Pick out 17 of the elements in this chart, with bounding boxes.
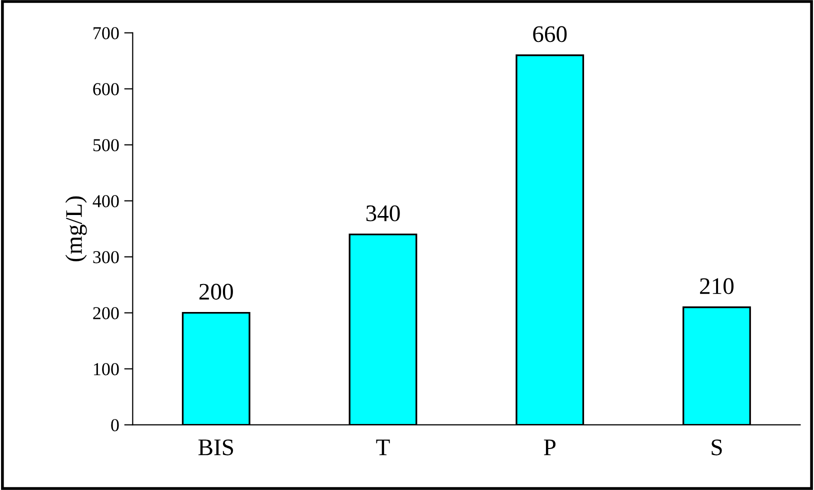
y-tick-label: 300 — [93, 251, 119, 264]
y-tick-label: 400 — [92, 195, 119, 208]
x-tick-label: S — [712, 439, 722, 456]
y-tick-label: 200 — [93, 307, 119, 320]
x-tick-label: P — [544, 440, 556, 456]
data-label: 210 — [700, 278, 734, 294]
data-label: 660 — [533, 26, 567, 42]
x-tick-label: T — [376, 440, 390, 456]
y-tick-label: 100 — [94, 363, 119, 376]
data-label: 200 — [199, 284, 233, 300]
y-tick-label: 700 — [94, 27, 119, 40]
data-label: 340 — [366, 205, 400, 222]
x-tick-label: BIS — [198, 439, 234, 456]
y-tick-label: 600 — [93, 83, 119, 96]
y-tick-label: 0 — [111, 419, 119, 432]
y-tick-label: 500 — [93, 139, 119, 152]
y-axis-title: (mg/L) — [65, 196, 87, 262]
